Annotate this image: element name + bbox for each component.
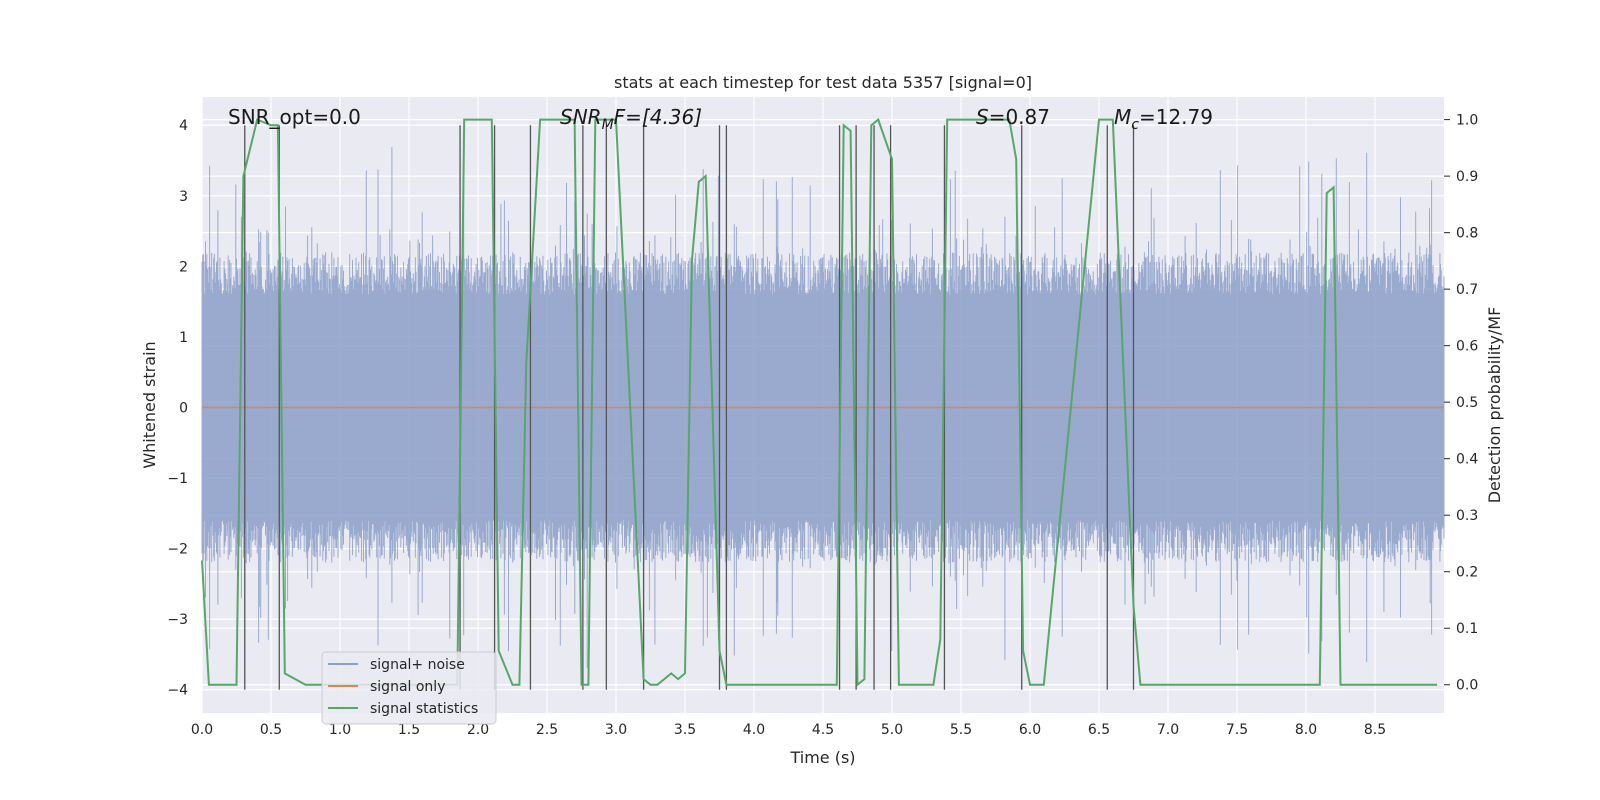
y-left-tick-label: −2 (167, 542, 188, 558)
x-tick-label: 0.0 (191, 722, 213, 738)
x-tick-label: 3.5 (674, 722, 696, 738)
y-left-tick-label: 1 (179, 330, 188, 346)
x-tick-label: 3.0 (605, 722, 627, 738)
x-tick-label: 4.0 (743, 722, 765, 738)
annotation-snr-mf-sub: M (602, 117, 614, 133)
legend-label-signal-only: signal only (370, 679, 445, 695)
annotation-snr-mf: SNRMF=[4.36] (560, 105, 702, 133)
x-tick-label: 7.0 (1157, 722, 1179, 738)
y-right-tick-label: 1.0 (1456, 113, 1478, 129)
y-right-tick-label: 0.9 (1456, 169, 1478, 185)
legend-label-signal-statistics: signal statistics (370, 701, 478, 717)
y-left-tick-labels: 4 3 2 1 0 −1 −2 −3 −4 (167, 118, 188, 698)
y-left-tick-label: 0 (179, 400, 188, 416)
annotation-snr-opt: SNR_opt=0.0 (228, 105, 361, 129)
y-right-tick-label: 0.2 (1456, 565, 1478, 581)
legend-label-signal-noise: signal+ noise (370, 657, 465, 673)
x-tick-label: 7.5 (1226, 722, 1248, 738)
y-left-axis-label: Whitened strain (140, 341, 159, 468)
y-right-axis-label: Detection probability/MF (1485, 307, 1504, 504)
annotation-mc: Mc=12.79 (1114, 105, 1213, 133)
x-tick-label: 6.0 (1019, 722, 1041, 738)
x-tick-label: 0.5 (260, 722, 282, 738)
y-right-tick-label: 0.6 (1456, 339, 1478, 355)
chart-title: stats at each timestep for test data 535… (614, 73, 1032, 92)
y-left-tick-label: −4 (167, 683, 188, 699)
annotation-snr-mf-rest: F=[4.36] (614, 105, 702, 129)
y-left-tick-label: −3 (167, 612, 188, 628)
annotation-s-main: S (976, 105, 989, 129)
y-right-tick-label: 0.8 (1456, 226, 1478, 242)
y-right-tick-label: 0.1 (1456, 621, 1478, 637)
y-right-tick-label: 0.5 (1456, 395, 1478, 411)
y-right-tick-label: 0.4 (1456, 452, 1478, 468)
legend: signal+ noise signal only signal statist… (321, 651, 497, 725)
series-signal-statistics (201, 117, 1438, 687)
legend-box (321, 651, 497, 725)
x-tick-label: 1.5 (398, 722, 420, 738)
x-tick-label: 2.5 (536, 722, 558, 738)
y-right-tick-label: 0.0 (1456, 678, 1478, 694)
y-right-tick-label: 0.7 (1456, 282, 1478, 298)
vertical-markers (244, 125, 1135, 690)
y-left-tick-label: 2 (179, 259, 188, 275)
series-line-signal-statistics (201, 117, 1438, 687)
y-left-tick-label: 4 (179, 118, 188, 134)
y-left-tick-label: −1 (167, 471, 188, 487)
x-tick-label: 8.5 (1364, 722, 1386, 738)
y-right-tick-label: 0.3 (1456, 508, 1478, 524)
x-tick-label: 5.5 (950, 722, 972, 738)
annotation-mc-rest: =12.79 (1139, 105, 1213, 129)
y-left-tick-label: 3 (179, 189, 188, 205)
annotation-mc-main: M (1114, 105, 1131, 129)
annotation-s-rest: =0.87 (989, 105, 1050, 129)
x-axis-label: Time (s) (789, 748, 855, 767)
x-tick-label: 1.0 (329, 722, 351, 738)
annotation-s: S=0.87 (976, 105, 1050, 129)
annotation-mc-sub: c (1131, 117, 1139, 133)
x-tick-labels: 0.0 0.5 1.0 1.5 2.0 2.5 3.0 3.5 4.0 4.5 5.0 5.5 6.0 6… (191, 722, 1386, 738)
y-right-tick-labels: 1.0 0.9 0.8 0.7 0.6 0.5 0.4 0.3 0.2 0.1 0.0 (1444, 113, 1478, 694)
x-tick-label: 5.0 (881, 722, 903, 738)
x-tick-label: 8.0 (1295, 722, 1317, 738)
x-tick-label: 4.5 (812, 722, 834, 738)
x-tick-label: 6.5 (1088, 722, 1110, 738)
x-tick-label: 2.0 (467, 722, 489, 738)
annotation-snr-mf-main: SNR (560, 105, 602, 129)
